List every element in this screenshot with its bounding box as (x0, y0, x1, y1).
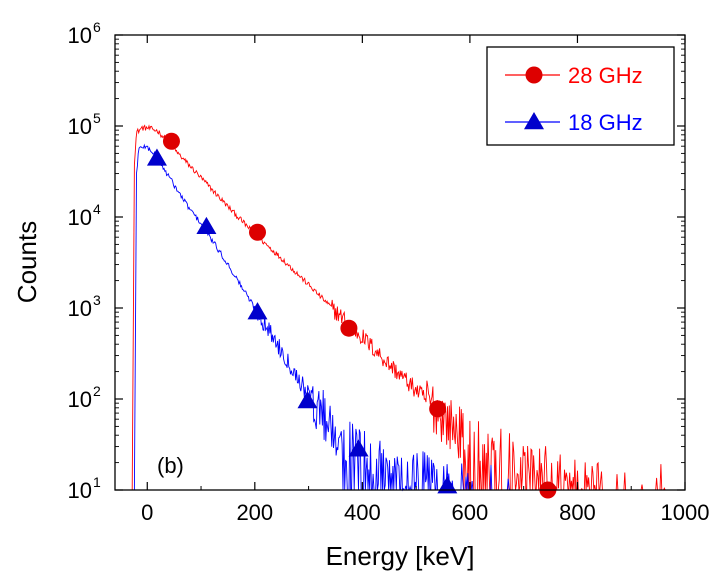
x-axis-label: Energy [keV] (326, 541, 475, 571)
y-tick-label-4: 10 (68, 114, 92, 139)
y-tick-label-3: 10 (68, 205, 92, 230)
y-tick-label-1: 10 (68, 387, 92, 412)
x-tick-label-3: 600 (452, 500, 489, 525)
series-marker-18-ghz-1 (196, 216, 217, 235)
series-marker-18-ghz-0 (146, 148, 167, 166)
y-tick-exponent-0: 1 (93, 474, 101, 490)
y-tick-label-0: 10 (68, 478, 92, 503)
legend-label-1: 18 GHz (568, 110, 643, 135)
x-tick-label-5: 1000 (661, 500, 710, 525)
y-axis-label: Counts (12, 221, 42, 303)
series-marker-18-ghz-5 (437, 476, 458, 494)
series-marker-28-ghz-2 (340, 319, 358, 337)
series-line-28-ghz (131, 124, 669, 491)
markers-layer (146, 132, 557, 499)
series-marker-18-ghz-3 (297, 391, 318, 409)
series-marker-18-ghz-4 (348, 439, 369, 457)
legend-label-0: 28 GHz (568, 63, 643, 88)
series-marker-28-ghz-1 (249, 223, 266, 241)
y-tick-exponent-1: 2 (93, 383, 101, 399)
y-tick-exponent-4: 5 (93, 110, 101, 126)
x-tick-label-0: 0 (141, 500, 153, 525)
x-tick-label-2: 400 (344, 500, 381, 525)
y-tick-exponent-3: 4 (93, 201, 101, 217)
x-tick-label-1: 200 (236, 500, 273, 525)
panel-label: (b) (157, 453, 184, 478)
plot-frame (114, 34, 686, 491)
y-tick-label-5: 10 (68, 23, 92, 48)
curves-layer (131, 124, 669, 492)
y-tick-label-2: 10 (68, 296, 92, 321)
x-axis-ticks: 0 200 400 600 800 1000 (141, 35, 709, 525)
y-tick-exponent-5: 6 (93, 19, 101, 35)
legend: 28 GHz 18 GHz (486, 46, 675, 146)
series-marker-28-ghz-0 (162, 132, 180, 150)
series-marker-18-ghz-2 (247, 302, 268, 320)
y-tick-exponent-2: 3 (93, 292, 101, 308)
legend-marker-1 (524, 112, 544, 130)
series-marker-28-ghz-3 (429, 400, 447, 418)
legend-box (486, 46, 675, 146)
legend-items: 28 GHz 18 GHz (505, 63, 643, 135)
legend-marker-0 (525, 66, 543, 84)
x-tick-label-4: 800 (559, 500, 596, 525)
